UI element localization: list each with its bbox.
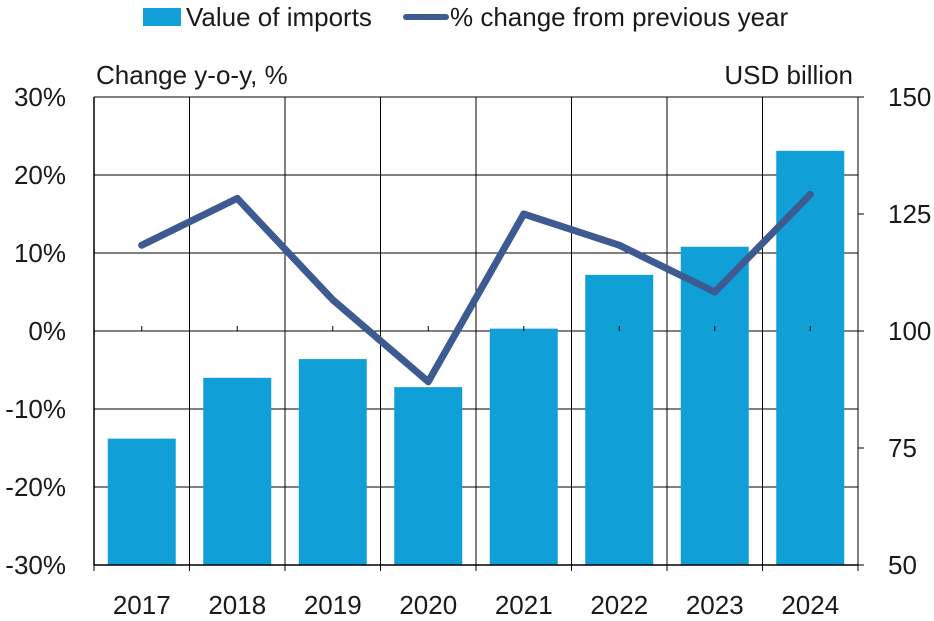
y-axis-right-tick-label: 100 xyxy=(888,316,931,346)
grid xyxy=(94,96,858,565)
bar-imports xyxy=(489,328,558,565)
line-point-change xyxy=(806,191,814,198)
bar-imports xyxy=(776,150,845,565)
line-point-change xyxy=(329,296,337,304)
x-axis-ticks: 2017 2018 2019 2020 2021 2022 2023 2024 xyxy=(113,590,839,620)
y-axis-left-tick-label: 0% xyxy=(28,316,66,346)
bar-imports xyxy=(298,359,367,565)
y-axis-right-ticks: 50 75 100 125 150 xyxy=(888,82,931,580)
y-axis-right-tick-label: 50 xyxy=(888,550,917,580)
x-axis-tick-label: 2017 xyxy=(113,590,171,620)
legend-label-change: % change from previous year xyxy=(450,2,789,32)
legend-label-imports: Value of imports xyxy=(186,2,372,32)
legend: Value of imports % change from previous … xyxy=(143,2,789,32)
bar-imports xyxy=(394,387,463,565)
y-axis-left-tick-label: 30% xyxy=(14,82,66,112)
x-axis-tick-label: 2023 xyxy=(686,590,744,620)
line-point-change xyxy=(615,241,623,249)
y-axis-right-label: USD billion xyxy=(724,60,853,90)
line-change xyxy=(138,191,814,386)
bar-imports xyxy=(585,274,654,565)
bar-imports xyxy=(107,438,176,565)
line-series xyxy=(138,191,814,386)
y-axis-right-tick-label: 125 xyxy=(888,199,931,229)
legend-swatch-imports xyxy=(143,8,181,26)
line-point-change xyxy=(424,378,432,386)
y-axis-right-tick-label: 150 xyxy=(888,82,931,112)
y-axis-left-tick-label: -10% xyxy=(5,394,66,424)
x-axis-tick-label: 2021 xyxy=(495,590,553,620)
line-point-change xyxy=(138,241,146,249)
x-axis-tick-label: 2019 xyxy=(304,590,362,620)
line-point-change xyxy=(711,288,719,296)
x-axis-tick-label: 2024 xyxy=(781,590,839,620)
x-axis-tick-label: 2020 xyxy=(399,590,457,620)
y-axis-left-tick-label: -20% xyxy=(5,472,66,502)
x-axis-tick-label: 2022 xyxy=(590,590,648,620)
y-axis-left-tick-label: -30% xyxy=(5,550,66,580)
x-axis-tick-label: 2018 xyxy=(208,590,266,620)
y-axis-left-tick-label: 20% xyxy=(14,160,66,190)
line-point-change xyxy=(233,194,241,202)
y-axis-left-ticks: -30% -20% -10% 0% 10% 20% 30% xyxy=(5,82,66,580)
y-axis-left-tick-label: 10% xyxy=(14,238,66,268)
bars xyxy=(107,150,845,565)
bar-imports xyxy=(680,246,749,565)
y-axis-right-tick-label: 75 xyxy=(888,433,917,463)
y-axis-left-label: Change y-o-y, % xyxy=(96,60,288,90)
axes xyxy=(93,96,864,571)
line-point-change xyxy=(520,210,528,218)
bar-imports xyxy=(203,377,272,565)
